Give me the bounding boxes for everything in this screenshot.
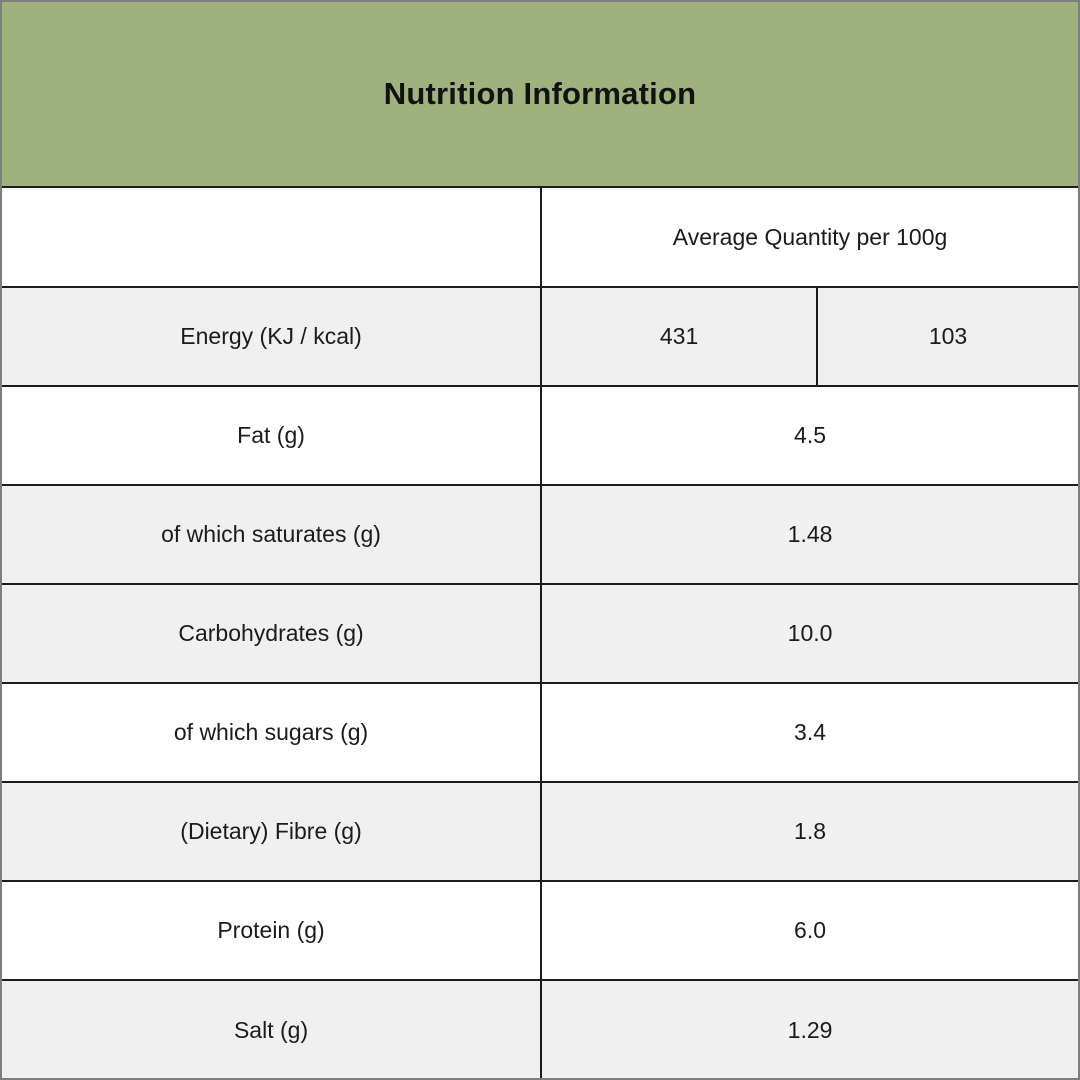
row-label: Energy (KJ / kcal) (2, 286, 543, 387)
row-label: of which sugars (g) (2, 682, 543, 783)
row-label: of which saturates (g) (2, 484, 543, 585)
row-value: 4.5 (540, 385, 1078, 486)
row-value: 1.48 (540, 484, 1078, 585)
table-row: of which saturates (g) 1.48 (2, 484, 1078, 585)
row-value: 3.4 (540, 682, 1078, 783)
table-row: Energy (KJ / kcal) 431 103 (2, 286, 1078, 387)
table-row: of which sugars (g) 3.4 (2, 682, 1078, 783)
table-row: Protein (g) 6.0 (2, 880, 1078, 981)
row-label: Fat (g) (2, 385, 543, 486)
row-label: Protein (g) (2, 880, 543, 981)
corner-cell (2, 186, 543, 288)
row-label: (Dietary) Fibre (g) (2, 781, 543, 882)
table-row: Salt (g) 1.29 (2, 979, 1078, 1078)
row-label: Salt (g) (2, 979, 543, 1078)
row-value: 10.0 (540, 583, 1078, 684)
table-header-row: Average Quantity per 100g (2, 186, 1078, 288)
header-band: Nutrition Information (2, 2, 1078, 186)
page-title: Nutrition Information (383, 76, 697, 111)
row-value: 1.29 (540, 979, 1078, 1078)
table-row: Fat (g) 4.5 (2, 385, 1078, 486)
table-row: Carbohydrates (g) 10.0 (2, 583, 1078, 684)
table-row: (Dietary) Fibre (g) 1.8 (2, 781, 1078, 882)
nutrition-table: Average Quantity per 100g Energy (KJ / k… (2, 186, 1078, 1078)
row-value: 6.0 (540, 880, 1078, 981)
row-label: Carbohydrates (g) (2, 583, 543, 684)
value-column-header: Average Quantity per 100g (540, 186, 1078, 288)
row-value: 431 (540, 286, 819, 387)
row-value: 1.8 (540, 781, 1078, 882)
row-value: 103 (816, 286, 1078, 387)
